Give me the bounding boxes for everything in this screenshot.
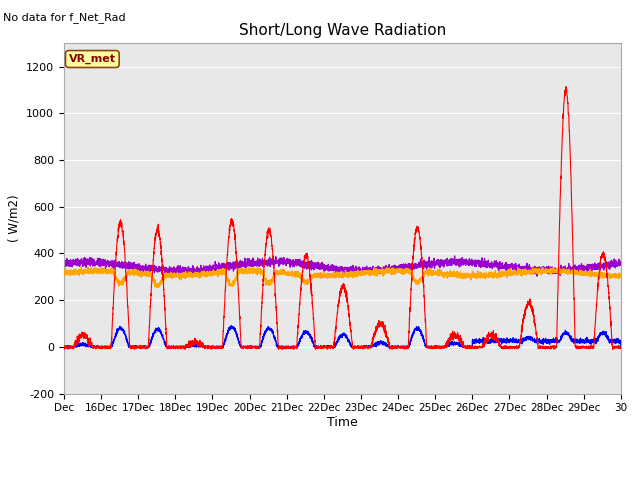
Text: VR_met: VR_met bbox=[69, 54, 116, 64]
Y-axis label: ( W/m2): ( W/m2) bbox=[8, 194, 20, 242]
Text: No data for f_Net_Rad: No data for f_Net_Rad bbox=[3, 12, 126, 23]
Title: Short/Long Wave Radiation: Short/Long Wave Radiation bbox=[239, 23, 446, 38]
X-axis label: Time: Time bbox=[327, 416, 358, 429]
Legend: SW in, LW in, SW out, LW out: SW in, LW in, SW out, LW out bbox=[177, 478, 508, 480]
